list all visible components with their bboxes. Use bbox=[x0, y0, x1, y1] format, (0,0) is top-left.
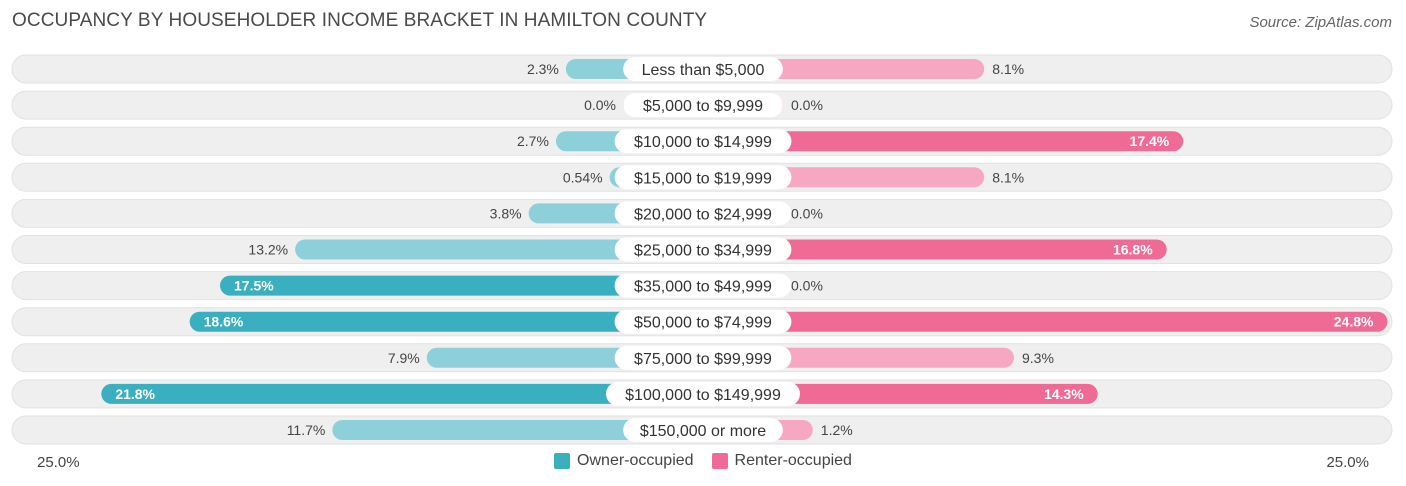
category-label: Less than $5,000 bbox=[642, 62, 765, 79]
legend-swatch-owner bbox=[554, 453, 571, 469]
owner-bar bbox=[101, 383, 703, 404]
category-label: $15,000 to $19,999 bbox=[634, 170, 772, 187]
renter-value-label: 16.8% bbox=[1113, 242, 1153, 258]
category-label-pill bbox=[614, 165, 792, 190]
category-label-pill bbox=[614, 273, 792, 298]
renter-bar bbox=[703, 131, 1184, 152]
category-label-pill bbox=[606, 381, 800, 406]
legend: Owner-occupied Renter-occupied bbox=[0, 452, 1406, 470]
bar-chart: 2.3% 8.1% Less than $5,000 0.0% 0.0% $5,000 t… bbox=[11, 54, 1393, 445]
axis-label-right: 25.0% bbox=[1326, 454, 1369, 471]
category-label: $35,000 to $49,999 bbox=[634, 279, 772, 296]
category-label-pill bbox=[614, 237, 792, 262]
category-label: $10,000 to $14,999 bbox=[634, 134, 772, 151]
renter-value-label: 9.3% bbox=[1022, 350, 1054, 366]
renter-value-label: 0.0% bbox=[791, 97, 823, 113]
renter-value-label: 1.2% bbox=[821, 422, 853, 438]
category-label-pill bbox=[614, 129, 792, 154]
chart-title: OCCUPANCY BY HOUSEHOLDER INCOME BRACKET … bbox=[12, 10, 708, 31]
category-label: $50,000 to $74,999 bbox=[634, 315, 772, 332]
renter-value-label: 17.4% bbox=[1130, 133, 1170, 149]
renter-value-label: 14.3% bbox=[1044, 386, 1084, 402]
category-label: $100,000 to $149,999 bbox=[625, 387, 781, 404]
category-label: $75,000 to $99,999 bbox=[634, 351, 772, 368]
owner-value-label: 21.8% bbox=[115, 386, 155, 402]
legend-label-renter: Renter-occupied bbox=[734, 452, 852, 469]
owner-value-label: 11.7% bbox=[287, 422, 326, 438]
axis-label-left: 25.0% bbox=[37, 454, 80, 471]
renter-value-label: 0.0% bbox=[791, 278, 823, 294]
legend-item-owner[interactable]: Owner-occupied bbox=[554, 452, 694, 470]
category-label-pill bbox=[614, 345, 792, 370]
owner-bar bbox=[189, 311, 703, 332]
owner-value-label: 0.54% bbox=[563, 169, 603, 185]
renter-value-label: 24.8% bbox=[1334, 314, 1374, 330]
legend-item-renter[interactable]: Renter-occupied bbox=[711, 452, 852, 470]
owner-value-label: 2.3% bbox=[527, 61, 559, 77]
owner-value-label: 18.6% bbox=[204, 314, 244, 330]
category-label: $20,000 to $24,999 bbox=[634, 206, 772, 223]
category-label-pill bbox=[623, 57, 783, 81]
renter-bar bbox=[703, 311, 1388, 332]
category-label: $25,000 to $34,999 bbox=[634, 243, 772, 260]
category-label: $150,000 or more bbox=[640, 423, 766, 440]
renter-bar bbox=[703, 239, 1167, 260]
owner-bar bbox=[332, 420, 703, 440]
category-label: $5,000 to $9,999 bbox=[643, 98, 763, 115]
owner-value-label: 13.2% bbox=[248, 242, 288, 258]
category-label-pill bbox=[623, 93, 783, 118]
category-label-pill bbox=[623, 418, 783, 442]
owner-value-label: 2.7% bbox=[517, 133, 549, 149]
owner-value-label: 17.5% bbox=[234, 278, 274, 294]
renter-value-label: 8.1% bbox=[992, 61, 1024, 77]
source-label: Source: ZipAtlas.com bbox=[1249, 14, 1392, 31]
owner-value-label: 7.9% bbox=[388, 350, 420, 366]
owner-bar bbox=[295, 239, 703, 260]
legend-label-owner: Owner-occupied bbox=[577, 452, 694, 469]
renter-value-label: 8.1% bbox=[992, 169, 1024, 185]
category-label-pill bbox=[614, 201, 792, 226]
owner-bar bbox=[220, 275, 703, 296]
owner-value-label: 3.8% bbox=[490, 205, 522, 221]
renter-bar bbox=[703, 383, 1098, 404]
owner-value-label: 0.0% bbox=[584, 97, 616, 113]
category-label-pill bbox=[614, 309, 792, 334]
renter-value-label: 0.0% bbox=[791, 205, 823, 221]
legend-swatch-renter bbox=[711, 453, 728, 469]
